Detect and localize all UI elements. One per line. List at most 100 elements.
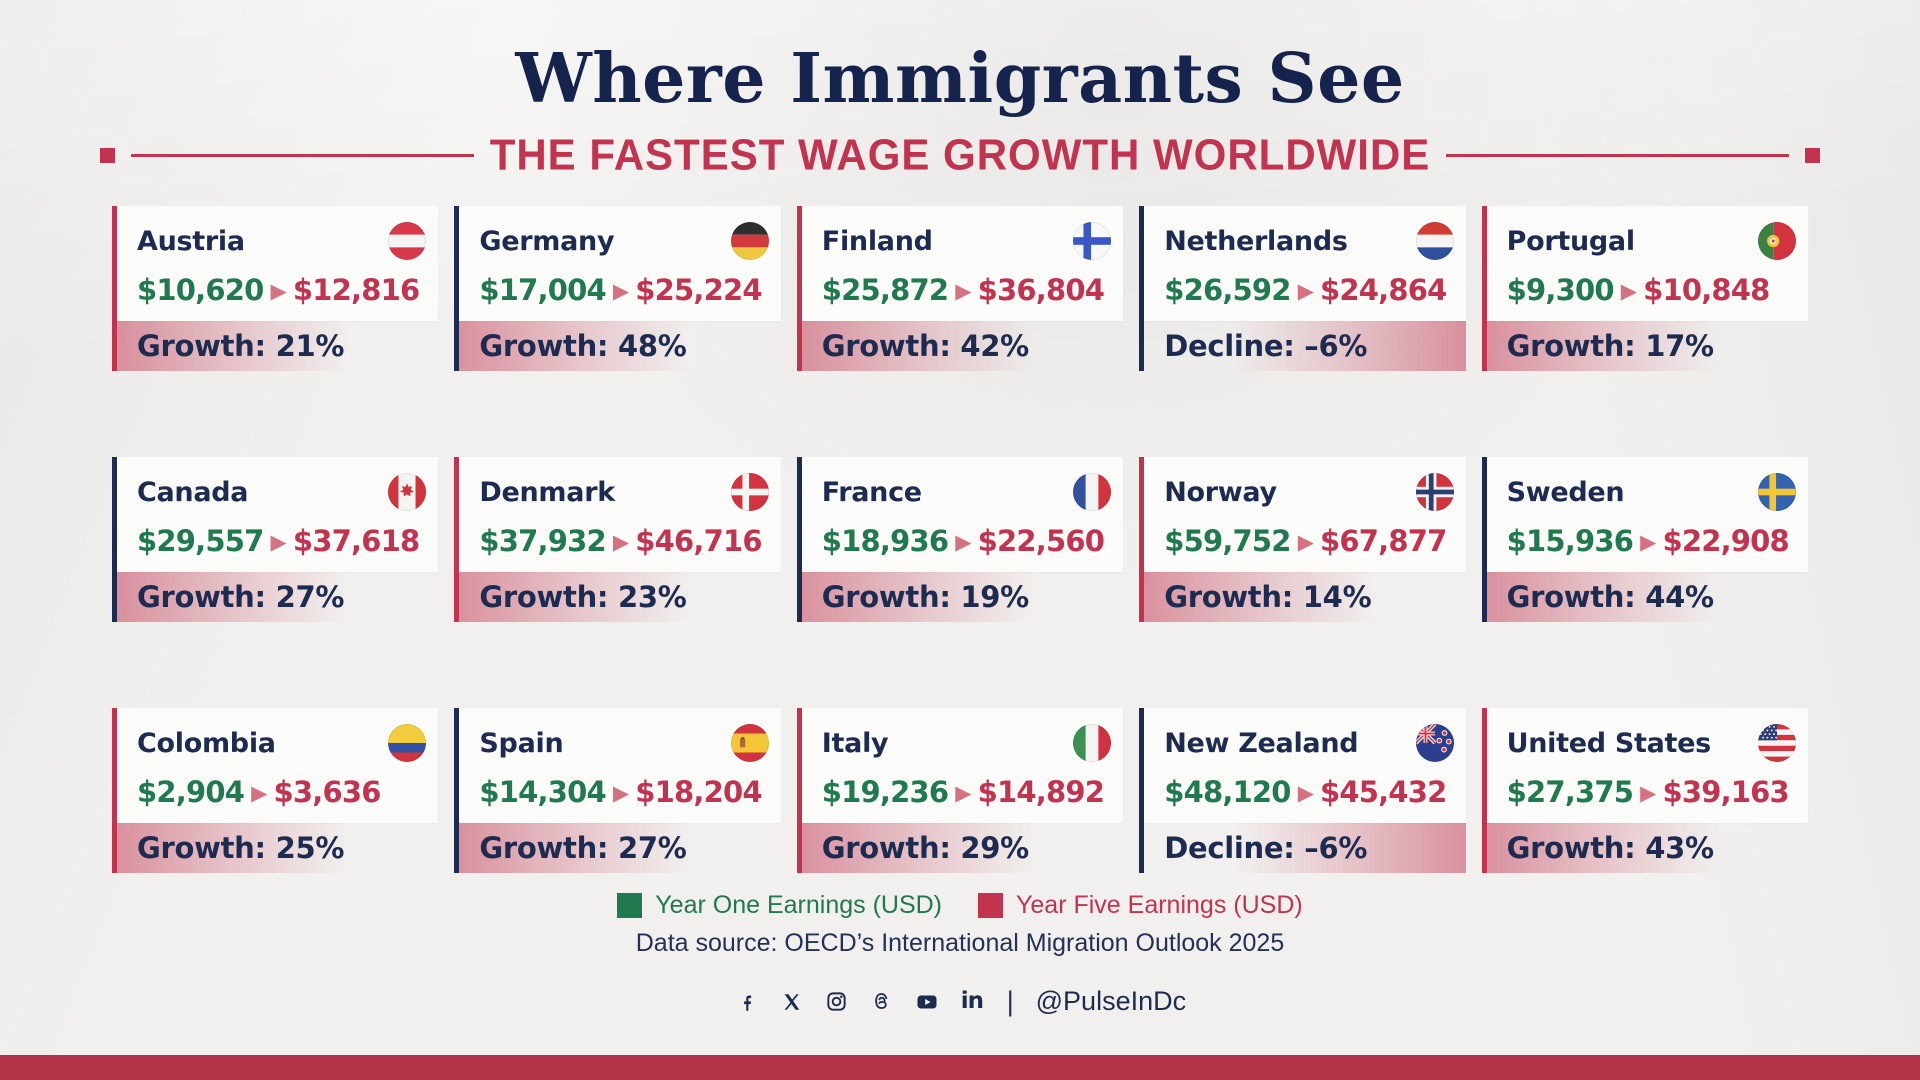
card-main: Portugal $9,300 ▶ $10,848: [1486, 206, 1808, 321]
country-name: Austria: [137, 225, 245, 257]
netherlands-flag-icon: [1415, 222, 1454, 260]
france-flag-icon: [1073, 473, 1112, 511]
subtitle-rule-left: [131, 153, 474, 157]
country-card-italy: Italy $19,236 ▶ $14,892 Growth: 29%: [796, 708, 1124, 873]
italy-flag-icon: [1073, 724, 1112, 762]
country-name: Netherlands: [1164, 225, 1348, 257]
social-handle: @PulseInDc: [1035, 986, 1187, 1016]
earnings-values: $29,557 ▶ $37,618: [137, 524, 426, 558]
header: Where Immigrants See THE FASTEST WAGE GR…: [0, 0, 1920, 179]
year-one-value: $48,120: [1164, 775, 1291, 809]
year-one-value: $18,936: [821, 524, 949, 558]
year-one-value: $59,752: [1164, 524, 1291, 558]
earnings-values: $2,904 ▶ $3,636: [137, 775, 426, 809]
card-main: Finland $25,872 ▶ $36,804: [801, 206, 1124, 321]
arrow-icon: ▶: [612, 529, 629, 554]
year-five-value: $3,636: [273, 775, 381, 809]
year-five-value: $39,163: [1662, 775, 1789, 809]
country-card-austria: Austria $10,620 ▶ $12,816 Growth: 21%: [112, 206, 439, 371]
country-name: Canada: [137, 476, 249, 508]
country-card-norway: Norway $59,752 ▶ $67,877 Growth: 14%: [1139, 457, 1466, 622]
growth-label: Growth: 21%: [137, 329, 345, 363]
card-main: Norway $59,752 ▶ $67,877: [1144, 457, 1466, 572]
growth-label: Growth: 23%: [479, 580, 687, 614]
growth-label: Growth: 42%: [821, 329, 1029, 363]
year-five-value: $22,908: [1662, 524, 1789, 558]
arrow-icon: ▶: [1297, 278, 1314, 303]
country-name: Italy: [821, 727, 889, 759]
earnings-values: $15,936 ▶ $22,908: [1507, 524, 1796, 558]
country-name: New Zealand: [1164, 727, 1359, 759]
subtitle-end-square-left: [100, 147, 115, 163]
country-name: France: [821, 476, 922, 508]
card-main: United States $27,375 ▶ $39,163: [1486, 708, 1808, 823]
earnings-values: $48,120 ▶ $45,432: [1164, 775, 1453, 809]
x-icon[interactable]: [779, 989, 805, 1015]
instagram-icon[interactable]: [824, 989, 850, 1015]
year-one-value: $27,375: [1506, 775, 1634, 809]
growth-label: Decline: –6%: [1164, 329, 1368, 363]
year-one-value: $25,872: [821, 273, 949, 307]
growth-label: Growth: 14%: [1164, 580, 1372, 614]
growth-label: Decline: –6%: [1164, 831, 1368, 865]
arrow-icon: ▶: [1297, 780, 1314, 805]
earnings-values: $37,932 ▶ $46,716: [479, 524, 768, 558]
country-name: Finland: [821, 225, 933, 257]
country-card-canada: Canada $29,557 ▶ $37,618 Growth: 27%: [112, 457, 439, 622]
card-main: Sweden $15,936 ▶ $22,908: [1486, 457, 1808, 572]
arrow-icon: ▶: [1640, 780, 1656, 805]
country-name: Colombia: [137, 727, 276, 759]
growth-band: Growth: 29%: [801, 823, 1124, 873]
earnings-values: $18,936 ▶ $22,560: [822, 524, 1111, 558]
page-subtitle: THE FASTEST WAGE GROWTH WORLDWIDE: [489, 130, 1431, 180]
year-one-value: $17,004: [479, 273, 606, 307]
threads-icon[interactable]: [869, 989, 895, 1015]
growth-label: Growth: 44%: [1506, 580, 1714, 614]
growth-label: Growth: 17%: [1506, 329, 1714, 363]
growth-band: Growth: 42%: [801, 321, 1124, 371]
year-one-value: $14,304: [479, 775, 606, 809]
portugal-flag-icon: [1757, 222, 1796, 260]
year-five-value: $36,804: [977, 273, 1105, 307]
growth-label: Growth: 19%: [821, 580, 1029, 614]
earnings-values: $17,004 ▶ $25,224: [479, 273, 768, 307]
page-title: Where Immigrants See: [515, 39, 1405, 119]
year-one-value: $29,557: [137, 524, 264, 558]
germany-flag-icon: [730, 222, 769, 260]
growth-label: Growth: 48%: [479, 329, 687, 363]
country-name: Germany: [479, 225, 615, 257]
arrow-icon: ▶: [1620, 278, 1637, 303]
youtube-icon[interactable]: [914, 989, 940, 1015]
growth-label: Growth: 29%: [821, 831, 1029, 865]
year-one-value: $15,936: [1506, 524, 1634, 558]
year-one-value: $19,236: [821, 775, 949, 809]
subtitle-row: THE FASTEST WAGE GROWTH WORLDWIDE: [100, 130, 1820, 180]
austria-flag-icon: [388, 222, 427, 260]
canada-flag-icon: [388, 473, 427, 511]
legend-label-year-one: Year One Earnings (USD): [655, 891, 943, 919]
card-main: Austria $10,620 ▶ $12,816: [117, 206, 439, 321]
year-five-value: $10,848: [1643, 273, 1770, 307]
card-main: Germany $17,004 ▶ $25,224: [459, 206, 781, 321]
legend-swatch-year-one: [617, 893, 643, 918]
legend-item-year-five: Year Five Earnings (USD): [978, 891, 1303, 920]
country-card-finland: Finland $25,872 ▶ $36,804 Growth: 42%: [796, 206, 1124, 371]
new-zealand-flag-icon: [1415, 724, 1454, 762]
country-card-netherlands: Netherlands $26,592 ▶ $24,864 Decline: –…: [1139, 206, 1466, 371]
year-five-value: $14,892: [977, 775, 1105, 809]
growth-band: Decline: –6%: [1144, 321, 1466, 371]
arrow-icon: ▶: [955, 529, 971, 554]
card-main: Italy $19,236 ▶ $14,892: [801, 708, 1124, 823]
denmark-flag-icon: [730, 473, 769, 511]
country-card-colombia: Colombia $2,904 ▶ $3,636 Growth: 25%: [112, 708, 439, 873]
linkedin-icon[interactable]: in: [960, 988, 984, 1014]
growth-label: Growth: 27%: [137, 580, 345, 614]
card-main: Colombia $2,904 ▶ $3,636: [117, 708, 439, 823]
growth-band: Growth: 48%: [459, 321, 781, 371]
country-cards-grid: Austria $10,620 ▶ $12,816 Growth: 21% Ge…: [112, 206, 1808, 873]
growth-band: Growth: 44%: [1486, 572, 1808, 622]
year-one-value: $26,592: [1164, 273, 1291, 307]
year-five-value: $37,618: [292, 524, 420, 558]
arrow-icon: ▶: [955, 278, 971, 303]
facebook-icon[interactable]: [734, 989, 760, 1015]
